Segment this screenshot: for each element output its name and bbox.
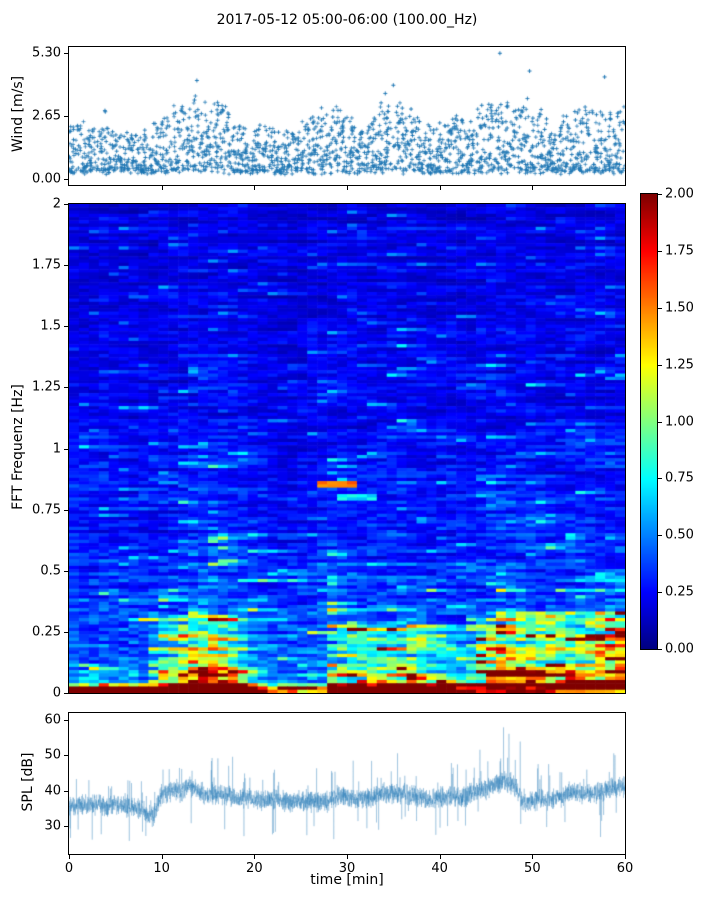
colorbar-tick-label: 2.00: [665, 186, 694, 202]
x-tick-label: 50: [524, 861, 541, 876]
colorbar-tick-label: 1.00: [665, 414, 694, 429]
x-tick: [532, 186, 534, 190]
colorbar-canvas: [641, 194, 657, 649]
colorbar-tick: [658, 250, 662, 252]
colorbar-tick-label: 1.75: [665, 243, 694, 259]
x-tick: [347, 855, 348, 859]
colorbar-tick-label: 0.25: [665, 584, 694, 600]
y-tick: [64, 53, 68, 55]
tick-label: 1.75: [32, 257, 61, 273]
y-tick: [64, 693, 68, 694]
x-tick: [439, 855, 441, 859]
tick-label: 5.30: [32, 45, 61, 61]
tick-label: 40: [44, 783, 61, 799]
colorbar: [640, 193, 658, 650]
y-tick: [64, 631, 68, 633]
x-tick: [254, 855, 256, 859]
time-x-axis-label: time [min]: [310, 872, 384, 888]
y-tick: [64, 204, 68, 205]
y-tick: [64, 178, 68, 180]
wind-canvas: [69, 47, 625, 185]
tick-label: 60: [44, 712, 61, 728]
tick-label: 1.5: [40, 318, 61, 334]
tick-label: 0.75: [32, 502, 61, 518]
wind-y-axis-label: Wind [m/s]: [10, 75, 26, 153]
x-tick-label: 20: [246, 861, 263, 876]
colorbar-tick: [658, 478, 662, 480]
x-tick: [347, 186, 348, 190]
x-tick-label: 40: [431, 861, 448, 876]
colorbar-tick-label: 1.25: [665, 357, 694, 373]
y-tick: [64, 509, 68, 511]
colorbar-tick: [658, 307, 662, 309]
x-tick: [161, 186, 163, 190]
figure-title: 2017-05-12 05:00-06:00 (100.00_Hz): [216, 12, 478, 28]
y-tick: [64, 755, 68, 757]
tick-label: 2: [52, 196, 61, 212]
x-tick-label: 0: [64, 861, 74, 876]
tick-label: 2.65: [32, 108, 61, 124]
colorbar-tick-label: 0.75: [665, 470, 694, 486]
colorbar-tick-label: 0.50: [665, 527, 694, 543]
spectrogram-canvas: [69, 204, 625, 693]
y-tick: [64, 265, 68, 267]
spectrogram-plot: [68, 203, 626, 694]
spl-y-axis-label: SPL [dB]: [20, 752, 36, 811]
colorbar-tick: [658, 421, 662, 423]
tick-label: 1.25: [32, 379, 61, 395]
colorbar-tick: [658, 535, 662, 537]
x-tick: [254, 186, 256, 190]
spectrogram-y-axis-label: FFT Frequenz [Hz]: [10, 383, 26, 510]
x-tick-label: 10: [153, 861, 170, 876]
y-tick: [64, 825, 68, 827]
colorbar-tick-label: 0.00: [665, 641, 694, 657]
wind-scatter-plot: [68, 46, 626, 186]
colorbar-tick: [658, 364, 662, 366]
y-tick: [64, 720, 68, 722]
y-tick: [64, 790, 68, 792]
y-tick: [64, 116, 68, 117]
y-tick: [64, 326, 68, 328]
colorbar-tick: [658, 194, 662, 195]
x-tick: [625, 855, 626, 859]
y-tick: [64, 387, 68, 389]
x-tick: [69, 855, 70, 859]
tick-label: 0.5: [40, 563, 61, 579]
y-tick: [64, 570, 68, 572]
tick-label: 50: [44, 747, 61, 763]
x-tick: [532, 855, 534, 859]
colorbar-tick: [658, 592, 662, 594]
tick-label: 1: [52, 441, 61, 456]
tick-label: 0.00: [32, 171, 61, 187]
x-tick: [439, 186, 441, 190]
colorbar-tick-label: 1.50: [665, 300, 694, 316]
tick-label: 0: [52, 685, 61, 701]
colorbar-tick: [658, 649, 662, 650]
spl-line-plot: [68, 712, 626, 855]
x-tick: [161, 855, 163, 859]
x-tick-label: 60: [616, 861, 634, 876]
tick-label: 0.25: [32, 624, 61, 640]
tick-label: 30: [44, 818, 61, 834]
y-tick: [64, 448, 68, 450]
spl-canvas: [69, 713, 625, 854]
x-tick-label: 30: [338, 861, 356, 876]
